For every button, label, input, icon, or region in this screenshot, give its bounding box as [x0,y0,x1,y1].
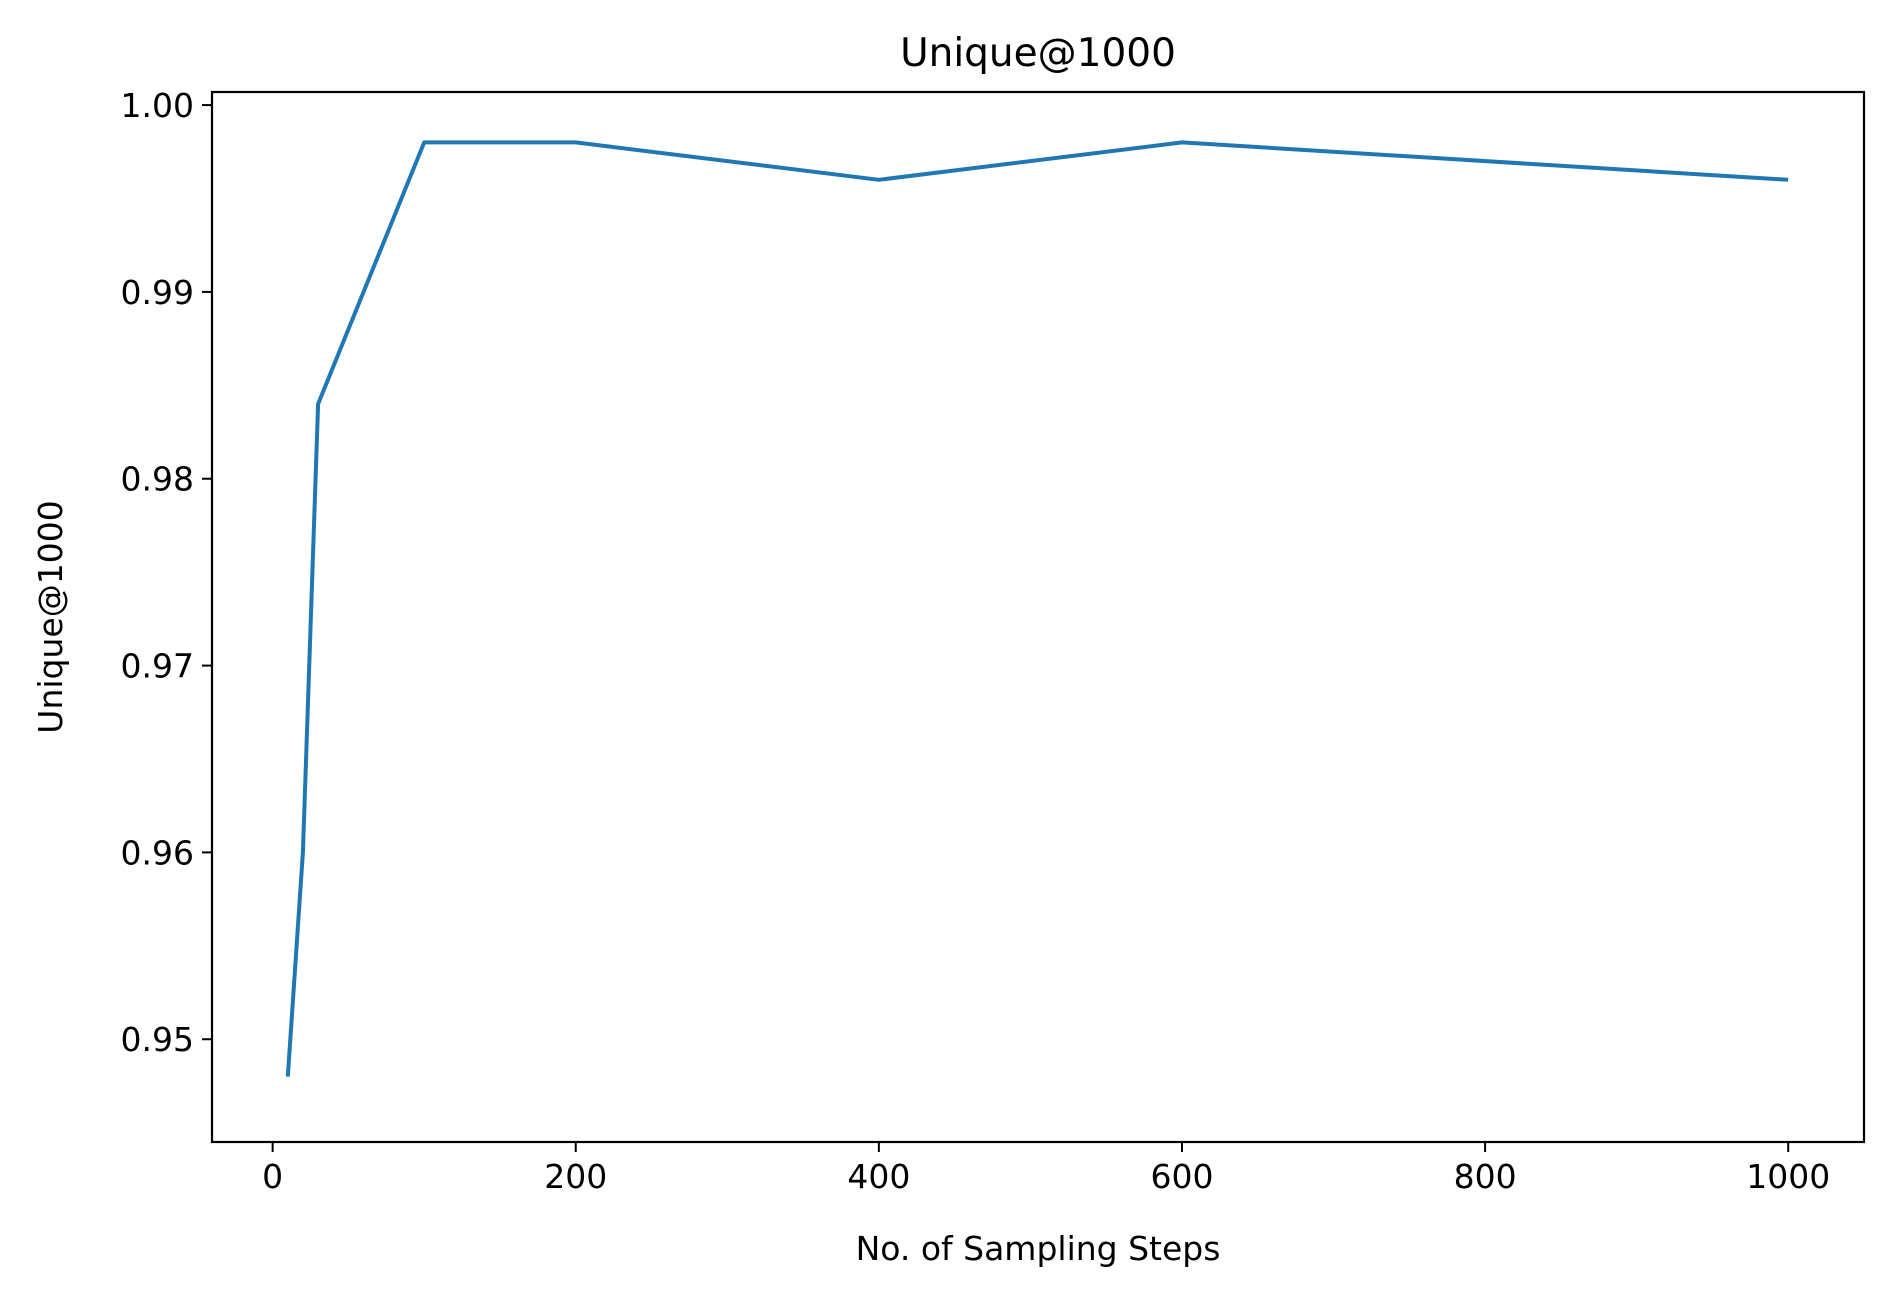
y-axis: 0.95 0.96 0.97 0.98 0.99 1.00 [121,86,212,1059]
y-tick-label: 0.97 [121,647,194,686]
x-tick-label: 400 [847,1157,910,1196]
y-tick-label: 0.98 [121,460,194,499]
x-tick-label: 200 [544,1157,607,1196]
y-axis-title: Unique@1000 [31,500,70,733]
y-tick-label: 1.00 [121,86,194,125]
data-point [302,852,303,853]
x-tick-label: 800 [1454,1157,1517,1196]
data-point [1788,179,1789,180]
data-point [1181,142,1182,143]
data-point [575,142,576,143]
y-tick-label: 0.95 [121,1020,194,1059]
y-tick-label: 0.99 [121,273,194,312]
data-point [287,1076,288,1077]
x-axis: 0 200 400 600 800 1000 [262,1142,1830,1196]
x-axis-title: No. of Sampling Steps [856,1229,1221,1268]
x-tick-label: 1000 [1746,1157,1830,1196]
chart-title: Unique@1000 [900,31,1176,76]
y-tick-label: 0.96 [121,833,194,872]
plot-frame [210,90,1866,1144]
x-tick-label: 600 [1150,1157,1213,1196]
data-point [318,404,319,405]
series-line [285,140,1789,1077]
plot-area [285,140,1789,1077]
data-point [424,142,425,143]
x-tick-label: 0 [262,1157,283,1196]
data-point [878,179,879,180]
